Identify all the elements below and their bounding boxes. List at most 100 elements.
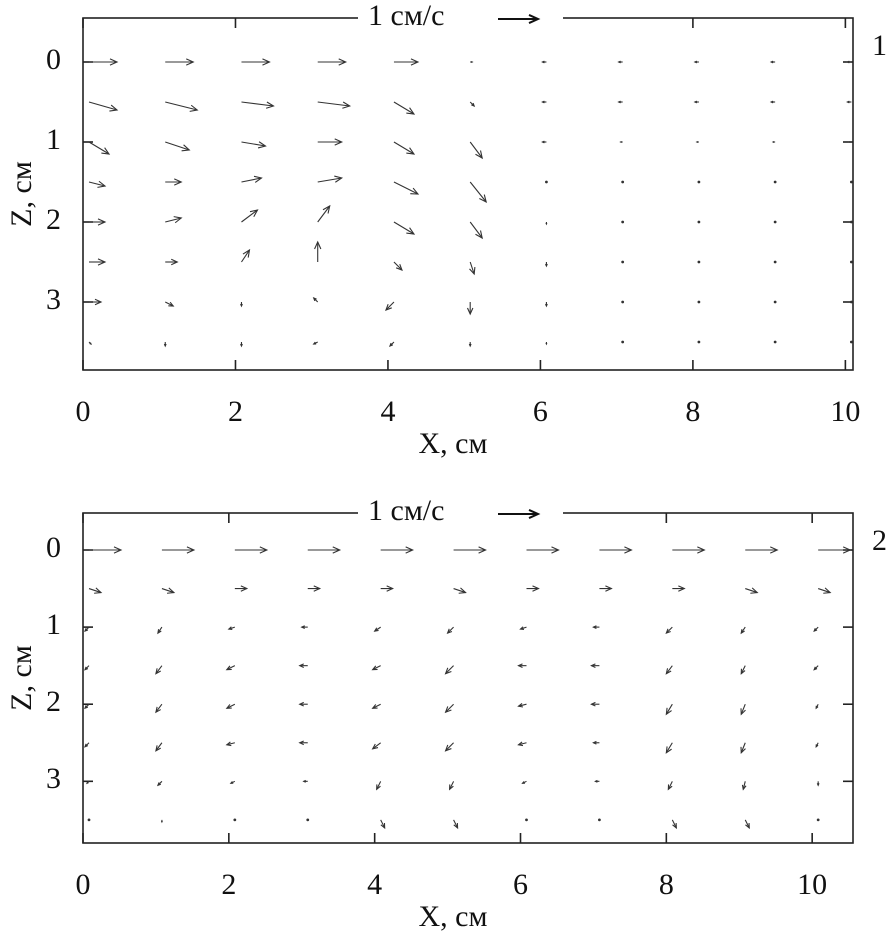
- vector-arrow: [446, 626, 454, 635]
- vector-arrow: [89, 258, 107, 266]
- arrow-head: [444, 667, 452, 675]
- vector-arrow: [816, 781, 820, 787]
- arrow-head: [94, 298, 103, 306]
- vector-arrow: [740, 665, 746, 675]
- arrow-head: [94, 587, 103, 594]
- vector-arrow: [769, 100, 776, 104]
- arrow-head: [665, 707, 672, 716]
- arrow-head: [590, 663, 596, 668]
- vector-arrow: [667, 781, 673, 791]
- arrow-shaft: [241, 177, 262, 183]
- arrow-dot: [545, 180, 548, 184]
- vector-arrow: [846, 60, 852, 64]
- key-label: 1 см/с: [368, 494, 444, 527]
- arrow-head: [545, 342, 548, 346]
- vector-arrow: [225, 703, 236, 709]
- arrow-head: [846, 60, 850, 64]
- arrow-head: [302, 779, 306, 783]
- vector-arrow: [592, 625, 600, 629]
- arrow-dot: [697, 180, 701, 184]
- arrow-shaft: [393, 101, 415, 115]
- arrow-head: [517, 663, 523, 668]
- vector-arrow: [240, 302, 243, 308]
- vector-arrow: [155, 665, 163, 675]
- vector-arrow: [241, 209, 259, 223]
- arrow-shaft: [744, 819, 750, 829]
- vector-arrow: [165, 178, 183, 186]
- arrow-shaft: [372, 665, 381, 671]
- arrow-head: [624, 546, 633, 554]
- vector-arrow: [545, 262, 548, 268]
- arrow-shaft: [155, 703, 163, 713]
- vector-arrow: [771, 141, 776, 143]
- vector-arrow: [599, 585, 613, 592]
- arrow-head: [741, 784, 747, 791]
- y-tick-label: 3: [46, 283, 61, 316]
- arrow-head: [227, 626, 233, 631]
- arrow-head: [189, 104, 199, 112]
- vector-arrow: [393, 261, 403, 271]
- vector-arrow: [84, 703, 90, 710]
- vector-arrow: [671, 819, 677, 830]
- vector-arrow: [234, 585, 249, 592]
- vector-arrow: [599, 546, 633, 554]
- vector-arrow: [88, 587, 103, 594]
- arrow-head: [342, 101, 352, 109]
- vector-arrow: [693, 100, 699, 104]
- y-tick-label: 0: [46, 531, 61, 564]
- arrow-shaft: [317, 177, 342, 183]
- arrow-shaft: [449, 781, 455, 790]
- vector-arrow: [88, 141, 111, 155]
- arrow-head: [410, 187, 420, 195]
- arrow-shaft: [155, 665, 163, 674]
- arrow-head: [816, 783, 820, 787]
- arrow-head: [265, 101, 275, 109]
- arrow-head: [740, 668, 746, 675]
- arrow-head: [322, 204, 331, 214]
- arrow-head: [334, 138, 344, 146]
- arrow-head: [740, 708, 746, 716]
- vector-arrow: [665, 742, 673, 754]
- vector-arrow: [665, 665, 673, 675]
- vector-arrow: [740, 742, 746, 755]
- vector-arrow: [393, 58, 420, 66]
- arrow-head: [469, 267, 476, 276]
- arrow-head: [750, 587, 759, 594]
- vector-arrow: [161, 546, 196, 554]
- vector-arrow: [773, 340, 777, 344]
- arrow-head: [380, 822, 386, 830]
- arrow-shaft: [161, 588, 175, 594]
- arrow-head: [155, 668, 161, 675]
- arrow-head: [545, 263, 548, 268]
- arrow-dot: [849, 300, 853, 304]
- arrow-head: [173, 216, 183, 224]
- arrow-head: [697, 546, 706, 554]
- arrow-head: [298, 740, 304, 746]
- arrow-head: [225, 704, 232, 709]
- vector-arrow: [545, 302, 548, 308]
- vector-arrow: [470, 61, 474, 63]
- vector-arrow: [697, 220, 701, 224]
- arrow-head: [376, 784, 381, 791]
- vector-arrow: [163, 342, 167, 348]
- arrow-head: [298, 701, 304, 707]
- arrow-head: [97, 218, 107, 226]
- vector-arrow: [697, 260, 701, 264]
- arrow-head: [84, 743, 89, 748]
- arrow-head: [229, 781, 234, 784]
- y-tick-label: 2: [46, 203, 61, 236]
- arrow-head: [448, 784, 454, 791]
- vector-arrow: [241, 248, 251, 263]
- arrow-dot: [849, 220, 853, 224]
- arrow-dot: [621, 180, 625, 184]
- vector-arrow: [165, 258, 179, 266]
- vector-arrow: [240, 342, 243, 348]
- arrow-shaft: [445, 703, 454, 713]
- arrow-head: [84, 628, 89, 633]
- arrow-head: [389, 342, 394, 347]
- arrow-shaft: [241, 249, 250, 263]
- arrow-dot: [525, 818, 528, 822]
- vector-arrow: [469, 101, 476, 107]
- vector-arrow: [380, 546, 415, 554]
- arrow-head: [470, 61, 474, 63]
